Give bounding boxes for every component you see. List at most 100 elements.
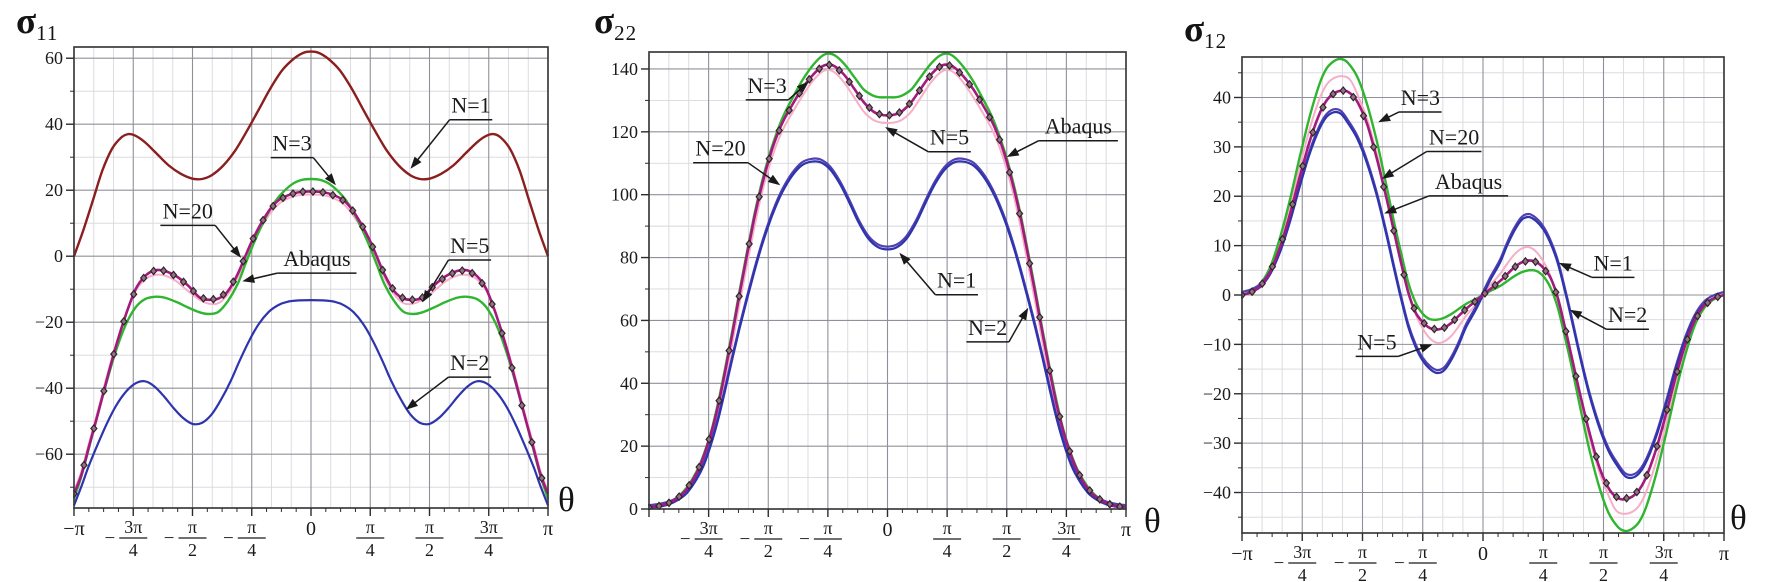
annotations: N=3 N=20 N=5 Abaqus N=1 N=2 [693, 73, 1118, 343]
chart-sigma22-title: σ22 [594, 3, 637, 44]
x-tick-label-num: 3π [1293, 542, 1311, 562]
annotation-arrow-line [1388, 150, 1428, 176]
x-tick-label-den: 2 [188, 540, 197, 560]
annotation-arrowhead [422, 289, 433, 303]
y-tick-label: 60 [45, 48, 63, 68]
x-tick-label-den: 4 [1659, 565, 1668, 582]
grid-minor [649, 52, 1126, 509]
y-tick-label: −40 [1203, 483, 1231, 503]
annotation-arrow-line [1013, 140, 1040, 155]
y-tick-label: −60 [35, 444, 63, 464]
annotation-label-N=20: N=20 [163, 198, 213, 223]
x-axis-label-theta: θ [1144, 501, 1161, 540]
x-tick-label-minus: − [1334, 553, 1345, 574]
annotation-arrow-line [1565, 265, 1593, 279]
y-tick-label: −30 [1203, 433, 1231, 453]
annotation-label-N=20: N=20 [1429, 124, 1479, 149]
annotation-arrowhead [230, 245, 242, 258]
annotation-arrow-line [411, 376, 449, 406]
x-tick-label-den: 4 [247, 540, 256, 560]
grid-minor [1242, 57, 1724, 533]
y-tick-label: 0 [629, 499, 638, 519]
y-tick-label: −20 [1203, 384, 1231, 404]
x-tick-label-num: π [425, 517, 434, 537]
x-tick-label: 0 [883, 519, 893, 541]
x-tick-label: π [1121, 519, 1131, 541]
x-tick-label-minus: − [1274, 553, 1285, 574]
annotation-arrow-line [1398, 346, 1426, 358]
x-tick-label-num: 3π [1057, 518, 1075, 538]
annotation-arrow-line [747, 162, 775, 182]
x-tick-label-num: π [943, 518, 952, 538]
sigma-symbol: σ [594, 1, 615, 42]
annotation-label-N=1: N=1 [451, 93, 490, 118]
x-tick-label-minus: − [680, 529, 691, 550]
x-tick-label-minus: − [105, 528, 116, 549]
x-tick-label-den: 2 [1599, 565, 1608, 582]
annotation-arrow-line [214, 224, 237, 253]
sigma-symbol: σ [16, 1, 37, 42]
chart-sigma12: σ12 θ −40 −30 −20 −10 0 10 20 30 40 −π 3π 4− π 2− π 4−0… [1172, 0, 1772, 582]
y-tick-label: 40 [45, 114, 63, 134]
x-tick-label: −π [1231, 543, 1252, 565]
annotation-label-N=1: N=1 [1593, 250, 1632, 275]
x-tick-label-den: 4 [366, 540, 375, 560]
y-tick-label: −40 [35, 378, 63, 398]
annotation-arrowhead [1419, 344, 1433, 353]
annotation-arrow-line [1008, 314, 1025, 343]
sigma-symbol: σ [1184, 9, 1205, 50]
annotation-arrowhead [1384, 205, 1397, 214]
y-tick-label: 80 [620, 248, 638, 268]
series-N=2 [648, 160, 1127, 510]
y-tick-label: 20 [1213, 186, 1231, 206]
annotation-label-N=1: N=1 [937, 268, 976, 293]
annotation-label-N=2: N=2 [1608, 302, 1647, 327]
x-tick-label-den: 4 [1539, 565, 1548, 582]
annotation-arrowhead [242, 274, 255, 283]
x-tick-label-minus: − [223, 528, 234, 549]
y-tick-label: 20 [45, 180, 63, 200]
grid-major [649, 52, 1126, 509]
annotations: N=1 N=3 N=20 Abaqus N=5 N=2 [160, 93, 493, 410]
annotation-label-Abaqus: Abaqus [1045, 114, 1112, 139]
annotation-label-N=3: N=3 [1401, 85, 1440, 110]
axis-ticks [641, 68, 1127, 517]
annotation-label-N=5: N=5 [450, 233, 489, 258]
annotation-arrowhead [1018, 307, 1029, 321]
annotations: N=3 N=20 Abaqus N=1 N=2 N=5 [1355, 85, 1649, 358]
x-tick-label-num: π [188, 517, 197, 537]
y-tick-label: 30 [1213, 137, 1231, 157]
y-tick-label: 20 [620, 436, 638, 456]
y-tick-label: 0 [1222, 285, 1231, 305]
annotation-arrow-line [414, 119, 451, 163]
y-tick-label: 60 [620, 310, 638, 330]
annotation-label-Abaqus: Abaqus [283, 246, 350, 271]
x-tick-label-minus: − [799, 529, 810, 550]
annotation-arrowhead [767, 174, 781, 186]
x-tick-label-num: 3π [700, 518, 718, 538]
annotation-arrow-line [1576, 312, 1607, 330]
y-tick-label: 10 [1213, 236, 1231, 256]
x-tick-label-den: 4 [943, 541, 952, 561]
x-tick-label: −π [63, 518, 84, 540]
x-tick-label: 0 [306, 518, 316, 540]
series-N=5 [648, 68, 1127, 509]
x-tick-label-num: π [1539, 542, 1548, 562]
chart-sigma12-title: σ12 [1184, 11, 1227, 52]
x-tick-label-num: π [366, 517, 375, 537]
x-tick-label: π [1719, 543, 1729, 565]
x-tick-label: π [543, 518, 553, 540]
chart-sigma22: σ22 θ 0 20 40 60 80 100 120 140 3π 4− π 2− π 4−0 π 4 π 2 3… [562, 0, 1172, 582]
sigma-subscript: 11 [36, 21, 59, 45]
x-tick-label-minus: − [1394, 553, 1405, 574]
axis-ticks [66, 57, 549, 516]
y-tick-label: −10 [1203, 334, 1231, 354]
axis-ticks [1234, 72, 1725, 541]
annotation-arrow-line [891, 130, 929, 153]
annotation-label-N=5: N=5 [930, 125, 969, 150]
series-Abaqus-markers [1241, 86, 1722, 503]
